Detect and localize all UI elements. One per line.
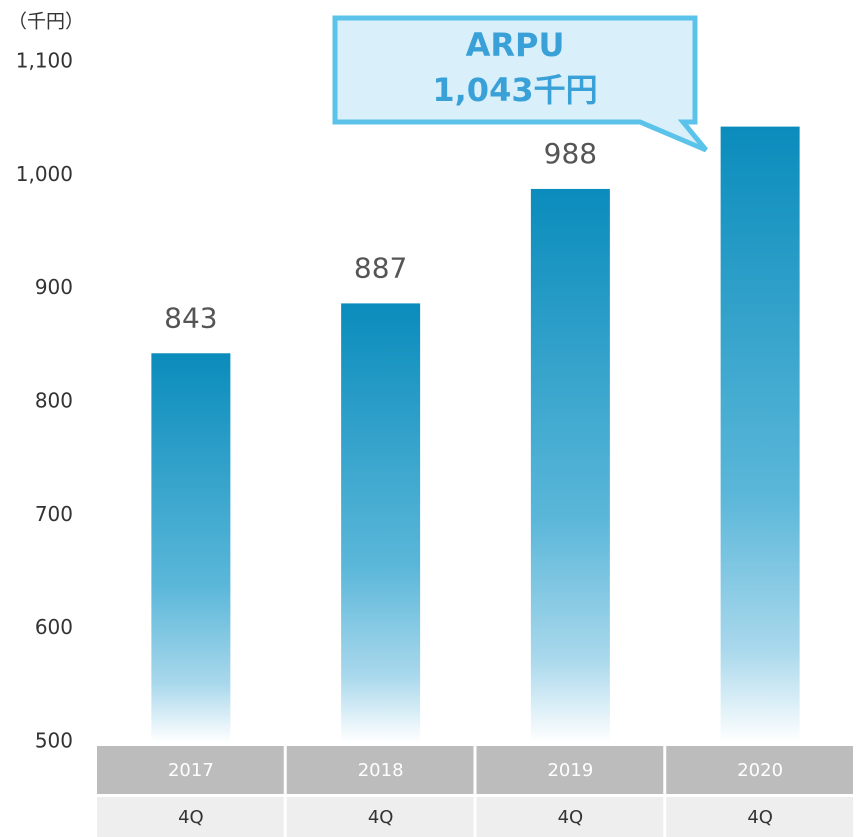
bar (151, 353, 231, 742)
sub-category-cell (286, 797, 474, 837)
x-tick-label: 2020 (737, 760, 783, 781)
category-cell (286, 746, 474, 794)
sub-category-label: 4Q (747, 807, 773, 828)
y-tick-label: 600 (35, 615, 73, 639)
callout-title: ARPU (466, 26, 565, 64)
bar (720, 126, 800, 743)
y-tick-label: 1,100 (16, 49, 73, 73)
category-cell (97, 746, 284, 794)
sub-category-label: 4Q (558, 807, 584, 828)
data-label: 887 (354, 251, 407, 284)
category-cell (476, 746, 664, 794)
callout-text: 1,043千円 (432, 71, 597, 109)
y-tick-label: 700 (35, 502, 73, 526)
category-cell (666, 746, 853, 794)
y-tick-label: 1,000 (16, 162, 73, 186)
x-tick-label: 2018 (358, 760, 404, 781)
callout-box (332, 15, 708, 153)
y-tick-label: 800 (35, 389, 73, 413)
unit-label: （千円） (8, 11, 84, 33)
sub-category-cell (666, 797, 853, 837)
x-tick-label: 2017 (168, 760, 214, 781)
x-tick-label: 2019 (547, 760, 593, 781)
sub-category-label: 4Q (178, 807, 204, 828)
callout: ARPU 1,043千円 (332, 15, 708, 153)
sub-category-cell (476, 797, 664, 837)
y-tick-label: 500 (35, 729, 73, 753)
bar (530, 188, 610, 742)
y-tick-label: 900 (35, 275, 73, 299)
data-label: 988 (544, 137, 597, 170)
bar (341, 303, 421, 742)
sub-category-label: 4Q (368, 807, 394, 828)
sub-category-cell (97, 797, 284, 837)
data-label: 843 (164, 301, 217, 334)
